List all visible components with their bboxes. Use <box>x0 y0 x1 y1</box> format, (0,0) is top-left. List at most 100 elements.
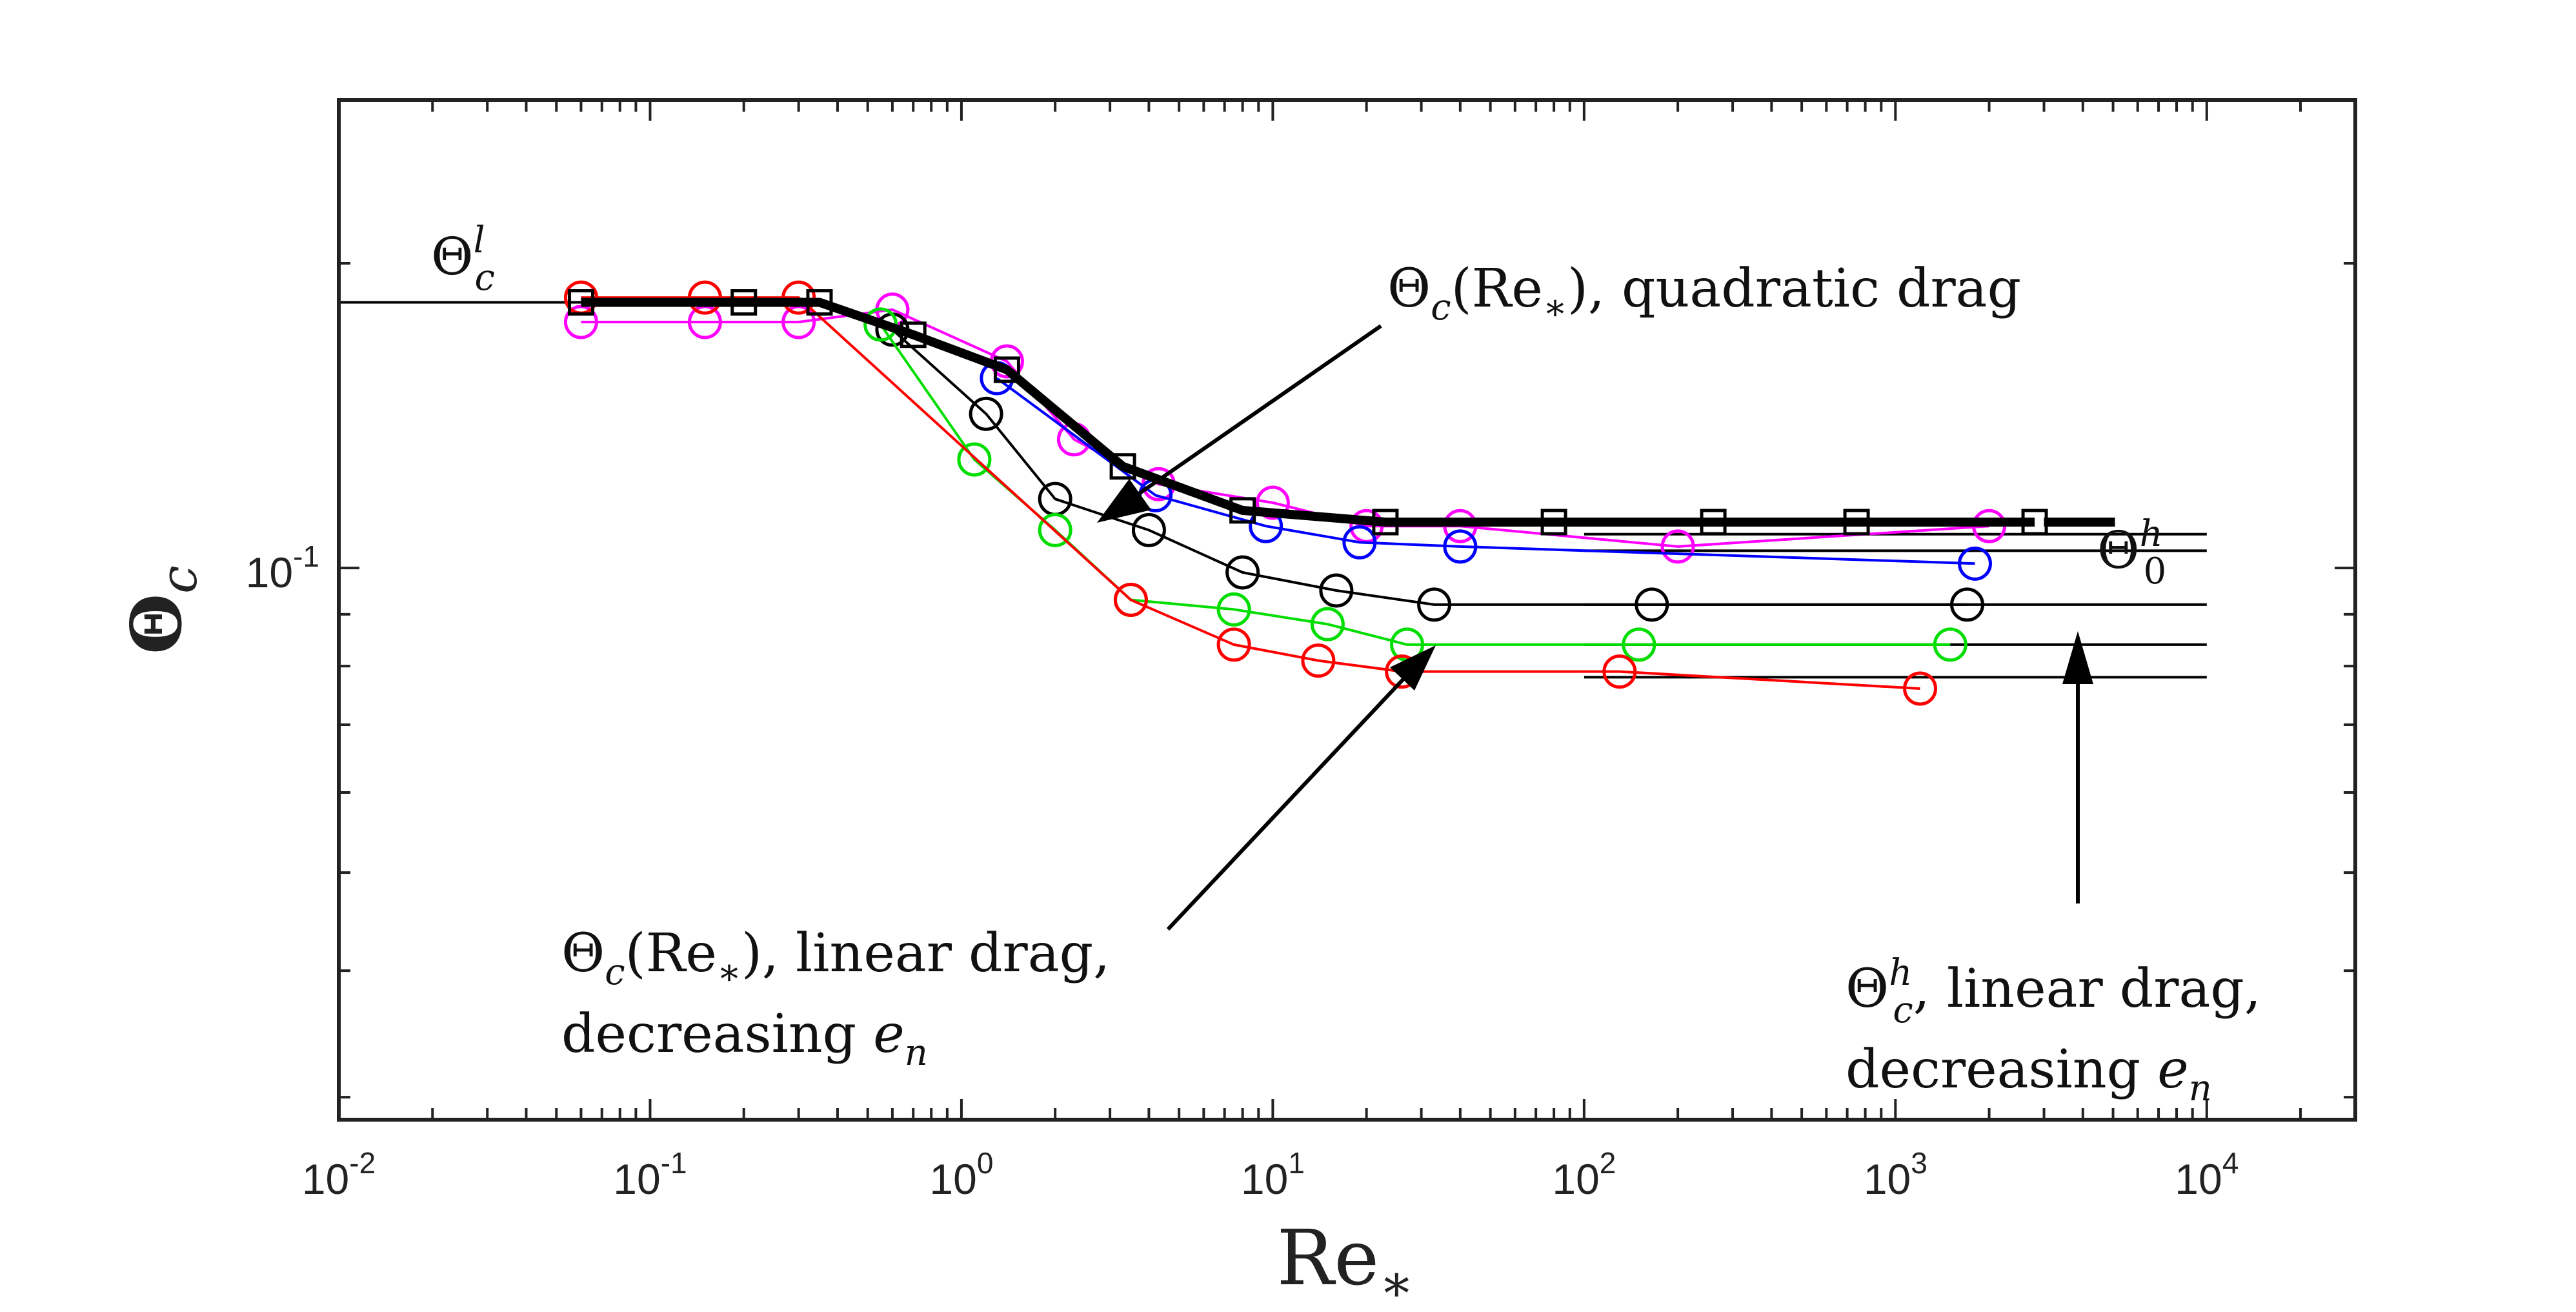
linear-ensub: n <box>905 1032 928 1074</box>
x-tick-label: 10-2 <box>302 1146 376 1203</box>
data-point-square <box>1700 509 1727 536</box>
linear-line2: decreasing <box>561 1004 873 1065</box>
x-tick-label-base: 10 <box>929 1155 976 1203</box>
theta-c-l-base: Θ <box>431 227 474 287</box>
data-point-circle <box>1216 627 1251 662</box>
y-axis-label-sub: c <box>150 565 208 594</box>
data-point-circle <box>1255 485 1290 520</box>
x-tick-label: 10-1 <box>613 1146 687 1203</box>
annotation-theta-0-h: Θh 0 <box>2097 513 2166 592</box>
x-tick-label-exp: 2 <box>1600 1146 1616 1180</box>
data-point-square <box>900 321 927 348</box>
x-tick-label: 103 <box>1864 1146 1927 1203</box>
data-point-circle <box>1225 555 1260 590</box>
annotation-plateau-line2: decreasing en <box>1846 1039 2212 1109</box>
data-point-circle <box>1038 512 1072 547</box>
x-tick-labels: 10-2 10-1 100 101 102 103 104 <box>302 1146 2239 1203</box>
data-point-circle <box>1903 671 1938 706</box>
data-point-square <box>1229 497 1256 524</box>
theta-0-h-sub: 0 <box>2144 550 2167 592</box>
data-point-circle <box>1417 587 1452 622</box>
plateau-theta: Θ <box>1846 958 1889 1020</box>
theta-c-l-sup: l <box>474 219 485 261</box>
linear-argsub: ∗ <box>717 951 741 993</box>
y-tick-label: 10-1 <box>246 540 319 596</box>
series-line <box>996 377 1975 565</box>
data-point-circle <box>1443 529 1478 564</box>
linear-tail: ), linear drag, <box>741 923 1110 984</box>
x-tick-label: 100 <box>929 1146 993 1203</box>
x-tick-label-exp: 0 <box>977 1146 994 1180</box>
x-tick-label-exp: -2 <box>349 1146 376 1180</box>
x-tick-label-exp: 1 <box>1288 1146 1305 1180</box>
data-point-circle <box>957 442 992 477</box>
annotation-quadratic-drag: Θc(Re∗), quadratic drag <box>1387 258 2021 328</box>
x-axis-label: Re∗ <box>1276 1213 1414 1312</box>
x-tick-label-base: 10 <box>1552 1155 1599 1203</box>
data-point-circle <box>1635 587 1669 622</box>
plateau-arrow-head <box>2062 631 2093 684</box>
linear-arrow-head <box>1390 645 1436 691</box>
quadratic-theta: Θ <box>1387 258 1431 319</box>
quadratic-arrow-line <box>1138 324 1382 496</box>
annotation-linear-drag: Θc(Re∗), linear drag, <box>561 923 1110 993</box>
x-tick-label-exp: 3 <box>1911 1146 1927 1180</box>
x-tick-label-exp: -1 <box>661 1146 687 1180</box>
data-point-circle <box>1342 525 1377 560</box>
y-tick-label-exp: -1 <box>293 540 319 573</box>
data-point-square <box>1843 509 1870 536</box>
plateau-sub: c <box>1893 989 1913 1031</box>
data-point-circle <box>781 280 816 315</box>
data-point-square <box>993 356 1020 383</box>
quadratic-sub: c <box>1431 287 1451 328</box>
data-point-circle <box>1933 627 1967 662</box>
y-tick-labels: 10-1 <box>246 540 319 596</box>
data-point-circle <box>1301 643 1336 678</box>
annotation-plateau-linear: Θh c, linear drag, <box>1846 952 2261 1031</box>
quadratic-arrow-head <box>1097 479 1151 523</box>
linear-en: e <box>873 1004 905 1065</box>
data-point-circle <box>1660 529 1695 564</box>
x-tick-label-exp: 4 <box>2222 1146 2239 1180</box>
series-line <box>581 296 1920 690</box>
data-point-circle <box>1957 546 1992 581</box>
linear-theta: Θ <box>561 923 605 984</box>
x-axis-label-sub: ∗ <box>1379 1253 1414 1312</box>
y-axis-label-base: Θ <box>116 594 197 654</box>
data-point-circle <box>1602 654 1637 689</box>
data-point-circle <box>1113 583 1148 618</box>
linear-arrow-line <box>1166 677 1405 931</box>
x-tick-label-base: 10 <box>1241 1155 1288 1203</box>
plateau-ensub: n <box>2189 1067 2212 1109</box>
y-tick-label-base: 10 <box>246 549 293 596</box>
linear-arg: (Re <box>625 923 717 984</box>
theta-c-l-sub: c <box>475 257 495 299</box>
data-point-square <box>2021 509 2048 536</box>
data-point-circle <box>1622 627 1656 662</box>
x-tick-label: 101 <box>1241 1146 1305 1203</box>
data-point-square <box>806 289 833 316</box>
data-point-square <box>1540 509 1567 536</box>
data-point-circle <box>969 396 1003 431</box>
plateau-line2: decreasing <box>1846 1039 2157 1100</box>
x-tick-label: 102 <box>1552 1146 1616 1203</box>
data-point-circle <box>687 280 722 315</box>
x-tick-label-base: 10 <box>2175 1155 2222 1203</box>
annotation-linear-drag-line2: decreasing en <box>561 1004 928 1074</box>
series-line <box>891 328 1967 606</box>
quadratic-argsub: ∗ <box>1543 287 1567 328</box>
series-layer <box>563 280 2048 706</box>
x-tick-label-base: 10 <box>613 1155 660 1203</box>
plateau-tail: , linear drag, <box>1913 958 2261 1020</box>
annotation-arrows <box>1097 324 2093 931</box>
plateau-sup: h <box>1889 952 1912 994</box>
linear-sub: c <box>605 951 625 993</box>
data-point-circle <box>1310 607 1345 641</box>
x-axis-label-base: Re <box>1276 1213 1379 1302</box>
data-point-circle <box>1319 573 1354 608</box>
annotation-theta-c-l: Θl c <box>431 219 495 299</box>
theta-0-h-sup: h <box>2140 513 2163 555</box>
plot-frame <box>337 98 2357 1122</box>
data-point-circle <box>1216 592 1251 627</box>
